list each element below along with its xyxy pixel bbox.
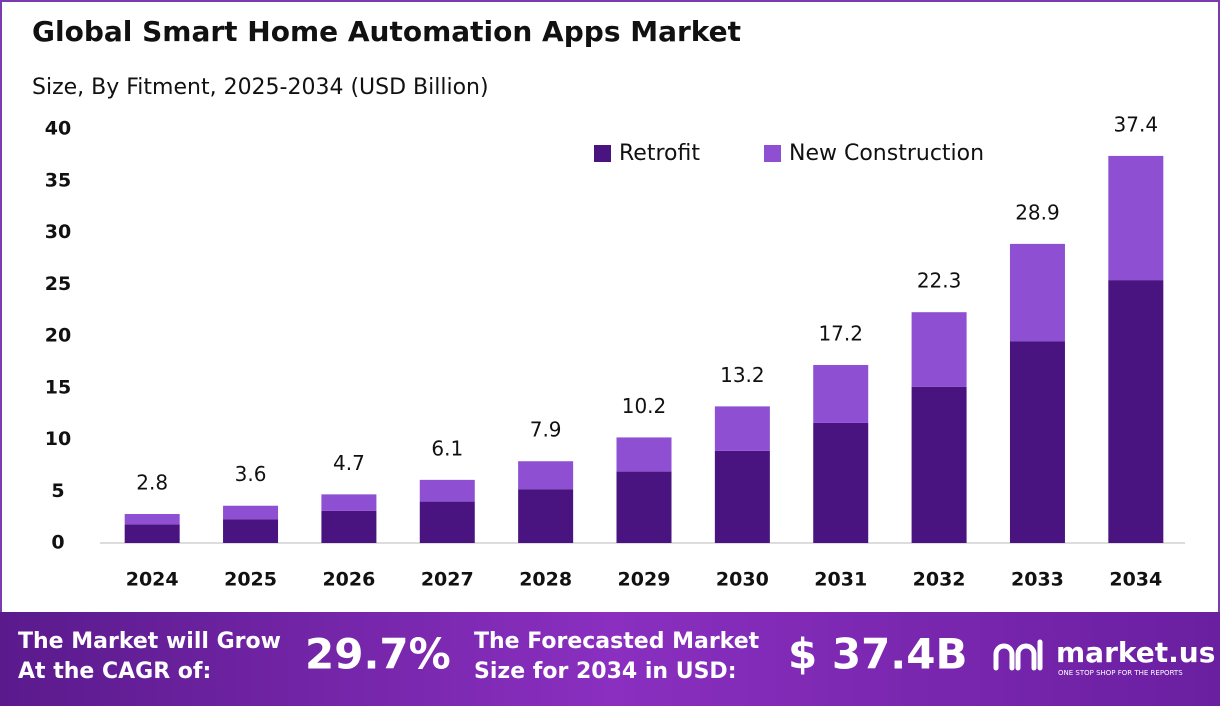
x-tick-label: 2029	[618, 569, 671, 591]
chart-subtitle: Size, By Fitment, 2025-2034 (USD Billion…	[32, 75, 489, 100]
bar-segment	[321, 494, 377, 511]
bar-segment	[714, 450, 770, 543]
footer-value: 29.7%	[305, 630, 451, 679]
value-label: 3.6	[235, 462, 267, 486]
logo-icon	[993, 639, 1043, 671]
x-tick-label: 2026	[322, 569, 375, 591]
x-tick-label: 2032	[913, 569, 966, 591]
y-tick-label: 5	[51, 480, 64, 502]
y-tick-label: 40	[45, 118, 71, 140]
logo: market.us	[1056, 636, 1215, 669]
x-tick-label: 2027	[421, 569, 474, 591]
bar-segment	[124, 514, 180, 525]
value-label: 6.1	[431, 436, 463, 460]
legend-label: Retrofit	[619, 141, 700, 166]
bar-segment	[616, 471, 672, 543]
bar-segment	[223, 519, 279, 543]
chart-title: Global Smart Home Automation Apps Market	[32, 15, 741, 48]
y-tick-label: 30	[45, 221, 71, 243]
bar-segment	[321, 510, 377, 543]
footer: The Market will Grow At the CAGR of: 29.…	[18, 629, 1215, 684]
value-label: 22.3	[917, 269, 962, 293]
x-tick-label: 2033	[1011, 569, 1064, 591]
footer-text: The Market will Grow	[18, 629, 281, 654]
bar-segment	[419, 501, 475, 543]
bar-segment	[911, 386, 967, 543]
bar-segment	[518, 461, 574, 490]
y-tick-label: 25	[45, 273, 71, 295]
bar-segment	[419, 479, 475, 502]
legend-label: New Construction	[789, 141, 984, 166]
bar-segment	[616, 437, 672, 472]
bar-segment	[911, 312, 967, 387]
bar-segment	[813, 364, 869, 423]
value-label: 37.4	[1114, 112, 1159, 136]
x-tick-label: 2031	[814, 569, 867, 591]
y-tick-label: 20	[45, 325, 71, 347]
x-tick-label: 2034	[1109, 569, 1162, 591]
footer-text: The Forecasted Market	[474, 629, 760, 654]
value-label: 17.2	[818, 321, 863, 345]
logo-tagline: ONE STOP SHOP FOR THE REPORTS	[1058, 669, 1183, 677]
legend-swatch	[764, 145, 781, 162]
value-label: 28.9	[1015, 200, 1060, 224]
bar-segment	[1009, 243, 1065, 342]
bar-segment	[124, 524, 180, 543]
x-tick-label: 2030	[716, 569, 769, 591]
y-tick-label: 10	[45, 428, 71, 450]
y-tick-label: 0	[51, 532, 64, 554]
y-tick-label: 35	[45, 169, 71, 191]
bar-segment	[714, 406, 770, 451]
bar-segment	[518, 489, 574, 543]
bar-segment	[1009, 341, 1065, 543]
bar-segment	[813, 422, 869, 543]
value-label: 7.9	[530, 418, 562, 442]
x-tick-label: 2024	[126, 569, 179, 591]
x-tick-label: 2028	[519, 569, 572, 591]
bar-segment	[223, 505, 279, 520]
value-label: 10.2	[622, 394, 667, 418]
bar-segment	[1108, 155, 1164, 281]
footer-text: At the CAGR of:	[18, 659, 211, 684]
x-tick-label: 2025	[224, 569, 277, 591]
value-label: 4.7	[333, 451, 365, 475]
footer-text: Size for 2034 in USD:	[474, 659, 737, 684]
value-label: 13.2	[720, 363, 765, 387]
y-tick-label: 15	[45, 376, 71, 398]
value-label: 2.8	[136, 471, 168, 495]
bar-segment	[1108, 280, 1164, 543]
legend-swatch	[594, 145, 611, 162]
footer-value: $ 37.4B	[788, 630, 967, 679]
